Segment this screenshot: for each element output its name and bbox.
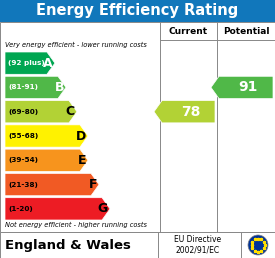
Polygon shape (5, 125, 88, 147)
Text: (39-54): (39-54) (8, 157, 38, 163)
Circle shape (248, 235, 268, 255)
Text: EU Directive
2002/91/EC: EU Directive 2002/91/EC (174, 235, 222, 255)
Text: 91: 91 (238, 80, 258, 94)
Polygon shape (5, 198, 110, 220)
Text: Potential: Potential (223, 27, 269, 36)
Polygon shape (5, 173, 99, 196)
Text: C: C (66, 105, 75, 118)
Polygon shape (5, 149, 88, 171)
Bar (0, 0, 275, 22)
Text: Energy Efficiency Rating: Energy Efficiency Rating (36, 4, 239, 19)
Polygon shape (154, 101, 215, 123)
Text: Very energy efficient - lower running costs: Very energy efficient - lower running co… (5, 42, 147, 48)
Bar (0, 232, 275, 258)
Text: E: E (78, 154, 86, 167)
Text: Not energy efficient - higher running costs: Not energy efficient - higher running co… (5, 222, 147, 228)
Text: 78: 78 (181, 105, 200, 119)
Text: B: B (54, 81, 64, 94)
Text: (21-38): (21-38) (8, 182, 38, 188)
Text: Current: Current (169, 27, 208, 36)
Text: (69-80): (69-80) (8, 109, 38, 115)
Text: (1-20): (1-20) (8, 206, 33, 212)
Text: (92 plus): (92 plus) (8, 60, 45, 66)
Text: England & Wales: England & Wales (5, 238, 131, 252)
Text: (81-91): (81-91) (8, 84, 38, 90)
Text: F: F (89, 178, 97, 191)
Polygon shape (5, 76, 66, 99)
Bar (0, 22, 275, 232)
Polygon shape (5, 101, 77, 123)
Text: G: G (98, 202, 108, 215)
Polygon shape (211, 76, 273, 99)
Polygon shape (5, 52, 55, 74)
Text: (55-68): (55-68) (8, 133, 38, 139)
Text: A: A (43, 57, 53, 70)
Text: D: D (76, 130, 86, 142)
